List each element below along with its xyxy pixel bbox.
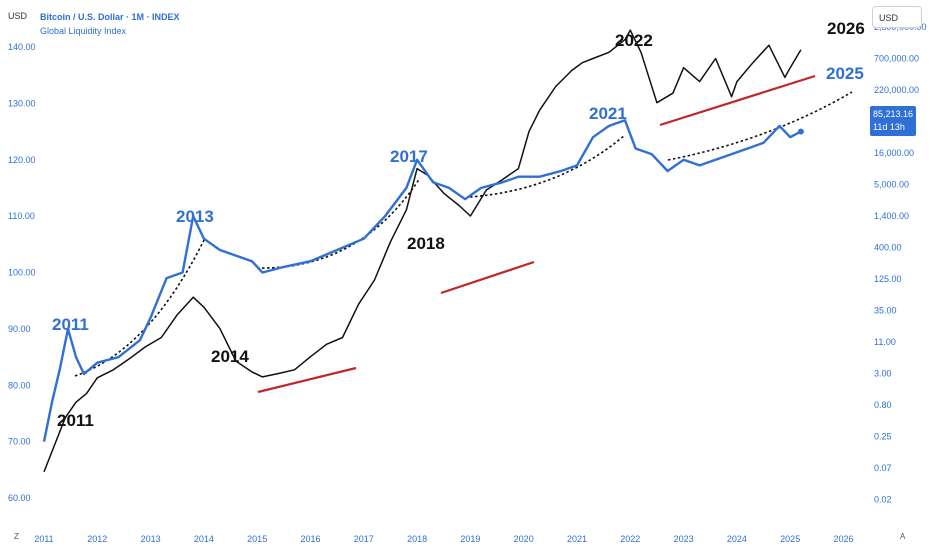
series-group: [42, 29, 804, 473]
global-liquidity-line: [42, 119, 802, 442]
trend-line: [440, 260, 535, 295]
x-tick-label: 2022: [620, 534, 640, 544]
x-tick-label: 2019: [460, 534, 480, 544]
x-tick-label: 2020: [514, 534, 534, 544]
trend-line: [659, 74, 816, 127]
year-annotation: 2022: [615, 31, 653, 50]
cycle-curve: [667, 91, 853, 161]
bar-countdown: 11d 13h: [873, 122, 905, 132]
right-tick-label: 220,000.00: [874, 85, 919, 95]
left-currency-label: USD: [8, 11, 28, 21]
x-tick-label: 2026: [833, 534, 853, 544]
right-tick-label: 1,400.00: [874, 211, 909, 221]
left-tick-label: 100.00: [8, 268, 36, 278]
right-tick-label: 16,000.00: [874, 148, 914, 158]
right-tick-label: 0.80: [874, 400, 892, 410]
x-tick-label: 2024: [727, 534, 747, 544]
currency-selector[interactable]: USD: [872, 6, 922, 28]
auto-scale-toggle[interactable]: A: [900, 532, 906, 541]
right-tick-label: 3.00: [874, 369, 892, 379]
x-tick-label: 2011: [34, 534, 53, 544]
right-tick-label: 700,000.00: [874, 54, 919, 64]
right-tick-label: 0.25: [874, 432, 892, 442]
right-tick-label: 125.00: [874, 274, 902, 284]
cycle-curve: [469, 134, 626, 198]
left-tick-label: 60.00: [8, 493, 31, 503]
legend: Bitcoin / U.S. Dollar · 1M · INDEX Globa…: [40, 10, 180, 38]
x-tick-label: 2012: [87, 534, 107, 544]
timezone-toggle[interactable]: Z: [14, 532, 19, 541]
left-tick-label: 70.00: [8, 437, 31, 447]
left-tick-label: 110.00: [8, 211, 35, 221]
year-annotation: 2025: [826, 64, 864, 83]
right-axis: 2,500,000.00700,000.00220,000.0016,000.0…: [874, 22, 927, 505]
year-annotation: 2011: [57, 411, 94, 430]
left-tick-label: 80.00: [8, 380, 31, 390]
x-axis: 2011 2012 2013 2014 2015 2016 2017 2018 2019 2020…: [34, 534, 853, 544]
year-annotation: 2017: [390, 147, 428, 166]
right-tick-label: 0.02: [874, 495, 892, 505]
right-tick-label: 35.00: [874, 306, 897, 316]
x-tick-label: 2021: [567, 534, 587, 544]
left-tick-label: 90.00: [8, 324, 31, 334]
annotations: 2011 2013 2017 2021 2025 2011 2014 2018 2022 2026: [52, 19, 865, 430]
year-annotation: 2026: [827, 19, 865, 38]
last-value-dot: [797, 128, 804, 135]
x-tick-label: 2018: [407, 534, 427, 544]
x-tick-label: 2025: [780, 534, 800, 544]
x-tick-label: 2016: [300, 534, 320, 544]
right-tick-label: 400.00: [874, 243, 902, 253]
year-annotation: 2014: [211, 347, 249, 366]
price-badge: 85,213.16 11d 13h: [870, 106, 916, 136]
price-value: 85,213.16: [873, 109, 914, 119]
x-tick-label: 2014: [194, 534, 214, 544]
year-annotation: 2021: [589, 104, 627, 123]
left-axis: 140.00 130.00 120.00 110.00 100.00 90.00 80.00…: [8, 42, 36, 503]
year-annotation: 2011: [52, 315, 89, 334]
right-tick-label: 5,000.00: [874, 180, 909, 190]
right-tick-label: 11.00: [874, 337, 896, 347]
left-tick-label: 140.00: [8, 42, 36, 52]
x-tick-label: 2015: [247, 534, 267, 544]
x-tick-label: 2013: [141, 534, 161, 544]
left-tick-label: 120.00: [8, 155, 36, 165]
x-tick-label: 2017: [354, 534, 374, 544]
right-tick-label: 0.07: [874, 463, 892, 473]
trend-line: [257, 366, 357, 394]
year-annotation: 2013: [176, 207, 214, 226]
cycle-curve: [256, 177, 421, 269]
cycle-curves: [74, 74, 853, 394]
year-annotation: 2018: [407, 234, 445, 253]
x-tick-label: 2023: [674, 534, 694, 544]
legend-subtitle[interactable]: Global Liquidity Index: [40, 26, 127, 36]
legend-title[interactable]: Bitcoin / U.S. Dollar · 1M · INDEX: [40, 12, 180, 22]
left-tick-label: 130.00: [8, 98, 36, 108]
